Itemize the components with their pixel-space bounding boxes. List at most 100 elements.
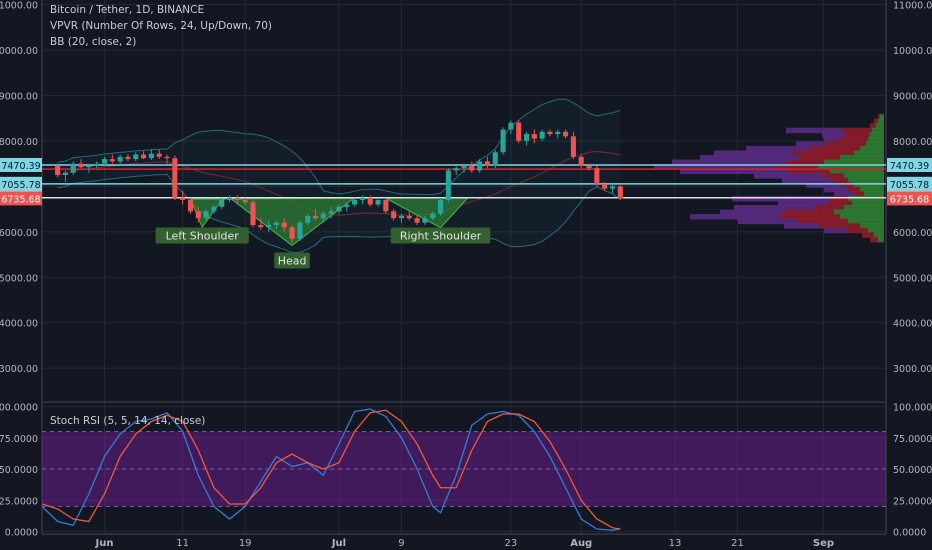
y-tick-right: 10000.00 [893, 46, 932, 57]
stoch-rsi-pane [41, 408, 886, 531]
vp-extra-bar [824, 227, 848, 234]
vp-down-bar [832, 195, 848, 202]
candles [55, 120, 623, 244]
candle-body [461, 165, 467, 169]
y-tick-right: 3000.00 [893, 364, 932, 375]
y-tick-left: 6000.00 [0, 228, 38, 239]
candle-body [133, 154, 139, 160]
candle-body [469, 165, 475, 171]
candle-body [453, 168, 459, 171]
x-tick: 9 [398, 538, 404, 549]
price-label-text: 6735.68 [1, 194, 40, 205]
stoch-tick-right: 25.0000 [893, 496, 932, 507]
candle-body [70, 163, 76, 173]
vp-down-bar [814, 204, 844, 211]
vp-up-bar [830, 168, 884, 175]
candle-body [352, 200, 358, 205]
indicator-bb[interactable]: BB (20, close, 2) [50, 36, 137, 48]
x-tick: Jun [95, 538, 114, 549]
candle-body [141, 154, 147, 159]
candle-body [281, 222, 287, 228]
candle-body [531, 134, 537, 139]
vp-down-bar [878, 114, 880, 120]
y-tick-left: 8000.00 [0, 137, 38, 148]
vp-down-bar [842, 127, 872, 134]
stoch-tick-left: 0.0000 [5, 528, 38, 539]
candle-body [62, 172, 68, 175]
stoch-title[interactable]: Stoch RSI (5, 5, 14, 14, close) [50, 415, 206, 427]
candle-body [305, 215, 311, 223]
vp-extra-bar [782, 177, 832, 184]
price-label-text: 7055.78 [890, 180, 929, 191]
vp-up-bar [868, 136, 884, 143]
bb-upper [57, 98, 621, 196]
candle-body [516, 122, 522, 141]
y-tick-left: 11000.00 [0, 1, 38, 12]
vp-up-bar [824, 159, 884, 166]
candle-body [101, 159, 108, 164]
candle-body [312, 215, 319, 219]
vp-down-bar [842, 182, 854, 188]
vp-up-bar [854, 182, 884, 188]
vp-up-bar [870, 132, 884, 138]
x-tick: 13 [669, 538, 682, 549]
candle-body [492, 152, 498, 166]
price-label-left: 7055.78 [0, 176, 42, 191]
vp-up-bar [840, 214, 884, 220]
vp-up-bar [878, 118, 884, 125]
candle-body [359, 197, 365, 200]
candle-body [344, 204, 350, 207]
candle-body [563, 131, 569, 137]
vp-extra-bar [732, 195, 832, 202]
candle-body [539, 131, 545, 139]
vp-up-bar [852, 200, 884, 206]
candle-body [234, 197, 240, 200]
indicator-vpvr[interactable]: VPVR (Number Of Rows, 24, Up/Down, 70) [50, 20, 273, 32]
vp-down-bar [854, 191, 864, 197]
annotation-left-shoulder: Left Shoulder [155, 227, 249, 244]
candle-body [250, 202, 256, 225]
vp-up-bar [860, 145, 884, 152]
y-tick-right: 6000.00 [893, 228, 932, 239]
vp-extra-bar [784, 223, 820, 229]
candle-body [391, 211, 397, 219]
candle-body [422, 218, 428, 223]
vp-extra-bar [786, 127, 842, 134]
vp-down-bar [824, 173, 844, 179]
y-tick-right: 4000.00 [893, 319, 932, 330]
x-tick: 19 [239, 538, 252, 549]
price-label-box [0, 157, 42, 172]
vp-up-bar [854, 150, 884, 156]
x-tick: Sep [813, 538, 834, 549]
vp-down-bar [810, 145, 860, 152]
candle-body [195, 211, 201, 219]
stoch-k-line [41, 408, 621, 531]
annotation-head: Head [274, 252, 310, 269]
candle-body [242, 200, 248, 203]
annotation-label: Head [278, 254, 307, 267]
annotation-box [274, 252, 310, 269]
candle-body [117, 156, 123, 162]
y-tick-right: 5000.00 [893, 273, 932, 284]
price-label-left: 7470.39 [0, 157, 42, 172]
candle-body [438, 200, 444, 214]
vp-down-bar [848, 186, 860, 193]
candle-body [187, 200, 194, 212]
candle-body [445, 170, 451, 200]
vp-extra-bar [672, 159, 788, 166]
candle-body [500, 129, 506, 153]
candle-body [414, 218, 420, 223]
vp-extra-bar [778, 200, 828, 206]
candle-body [336, 206, 342, 212]
vp-extra-bar [834, 191, 854, 197]
stoch-legend: Stoch RSI (5, 5, 14, 14, close) [50, 413, 205, 429]
candle-body [586, 165, 592, 169]
y-tick-right: 9000.00 [893, 91, 932, 102]
price-label-box [887, 176, 932, 191]
vp-extra-bar [824, 136, 840, 143]
price-label-left: 6735.68 [0, 191, 42, 206]
vp-up-bar [872, 127, 884, 134]
candle-body [609, 186, 616, 189]
